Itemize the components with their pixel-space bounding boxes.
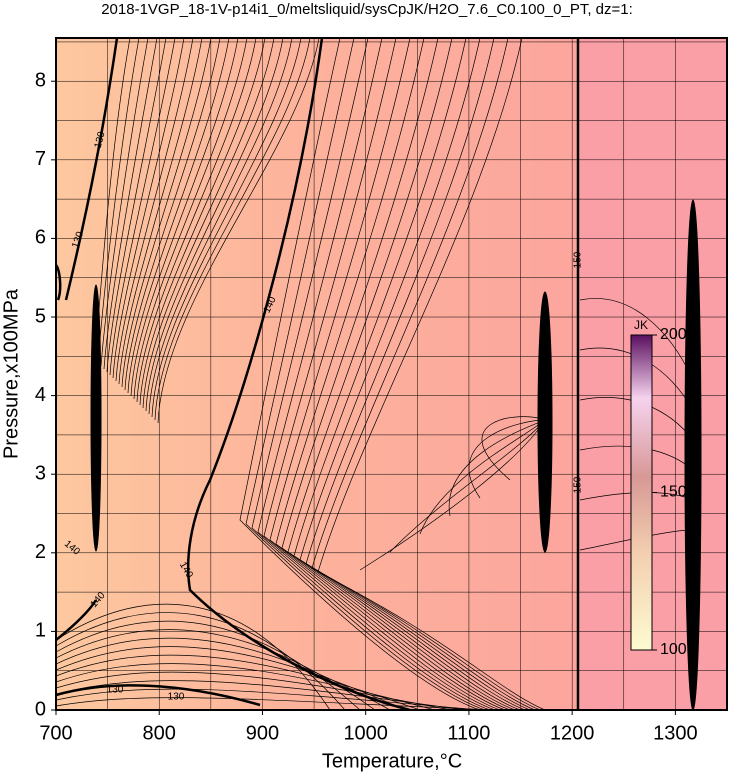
contour-line: [56, 646, 406, 710]
contour-line: [106, 38, 167, 373]
contour-label: 130: [168, 692, 185, 703]
contour-line: [136, 38, 257, 403]
contour-line: [239, 38, 481, 710]
x-tick-label: 700: [39, 722, 72, 744]
colorbar-tick-label: 150: [660, 484, 687, 501]
contour-line: [139, 38, 266, 406]
contour-line: [481, 416, 546, 481]
contour-line: [97, 38, 140, 364]
x-axis-label: Temperature,°C: [322, 750, 462, 772]
contour-line: [269, 38, 506, 710]
contour-label: 150: [573, 251, 584, 268]
colorbar-tick-label: 100: [660, 641, 687, 658]
contour-line: [275, 38, 511, 710]
contour-cluster: [537, 291, 553, 553]
contour-line: [311, 38, 541, 710]
contour-line: [56, 629, 376, 710]
contour-line: [317, 38, 546, 710]
contour-line: [109, 38, 176, 376]
contour-label: 130: [107, 685, 124, 696]
background: [580, 38, 727, 710]
contour-line: [56, 688, 481, 710]
colorbar: [630, 334, 653, 651]
contour-line: [94, 38, 131, 361]
y-tick-label: 7: [35, 148, 46, 170]
contour-line: [251, 38, 491, 710]
contour-line: [293, 38, 526, 710]
contour-line: [154, 38, 311, 421]
contour-line: [100, 38, 149, 367]
contour-line: [245, 38, 486, 710]
contour-line: [281, 38, 516, 710]
contour-line: [299, 38, 531, 710]
x-tick-label: 1000: [343, 722, 388, 744]
x-tick-label: 1300: [653, 722, 698, 744]
contour-line: [56, 654, 421, 710]
contour-line: [151, 38, 302, 418]
contour-line: [112, 38, 185, 379]
chart-title: 2018-1VGP_18-1V-p14i1_0/meltsliquid/sysC…: [101, 1, 633, 18]
contour-line: [121, 38, 212, 388]
contour-line: [389, 419, 546, 553]
contour-line: [130, 38, 239, 397]
contour-label: 130: [93, 130, 108, 149]
x-tick-label: 1200: [550, 722, 595, 744]
contour-line: [56, 671, 451, 710]
contour-line: [263, 38, 501, 710]
contour-line: [145, 38, 284, 412]
contour-line: [56, 684, 261, 707]
y-tick-label: 8: [35, 70, 46, 92]
contour-cluster: [684, 199, 702, 710]
contour-line: [287, 38, 521, 710]
contour-line: [448, 419, 546, 517]
contour-line: [124, 38, 221, 391]
y-tick-label: 0: [35, 698, 46, 720]
contour-line: [359, 419, 546, 571]
contour-line: [419, 419, 546, 535]
colorbar-label: JK: [634, 318, 648, 332]
contour-line: [305, 38, 536, 710]
plot-frame: [55, 37, 728, 711]
contour-cluster: [90, 284, 102, 552]
y-tick-label: 1: [35, 620, 46, 642]
contour-line: [579, 298, 694, 381]
contour-line: [56, 599, 98, 641]
contour-line: [142, 38, 275, 409]
contour-line: [56, 680, 466, 710]
x-tick-label: 1100: [447, 722, 490, 744]
x-tick-label: 900: [246, 722, 279, 744]
contour-line: [103, 38, 158, 370]
contour-label: 150: [573, 476, 584, 493]
y-tick-label: 3: [35, 462, 46, 484]
contour-line: [257, 38, 496, 710]
y-tick-label: 6: [35, 227, 46, 249]
contour-line: [56, 697, 496, 710]
y-tick-label: 4: [35, 384, 46, 406]
contour-line: [118, 38, 203, 385]
y-tick-label: 5: [35, 305, 46, 327]
y-axis-label: Pressure,x100MPa: [0, 288, 22, 459]
contour-line: [133, 38, 248, 400]
contour-line: [56, 663, 436, 710]
contour-line: [157, 38, 320, 424]
colorbar-tick-label: 200: [660, 326, 687, 343]
y-tick-label: 2: [35, 541, 46, 563]
contour-line: [148, 38, 293, 415]
contour-line: [468, 419, 546, 499]
contour-line: [64, 38, 119, 301]
x-tick-label: 800: [143, 722, 176, 744]
contour-line: [115, 38, 194, 382]
contour-line: [56, 620, 361, 710]
contour-line: [127, 38, 230, 394]
contours: [56, 38, 702, 710]
